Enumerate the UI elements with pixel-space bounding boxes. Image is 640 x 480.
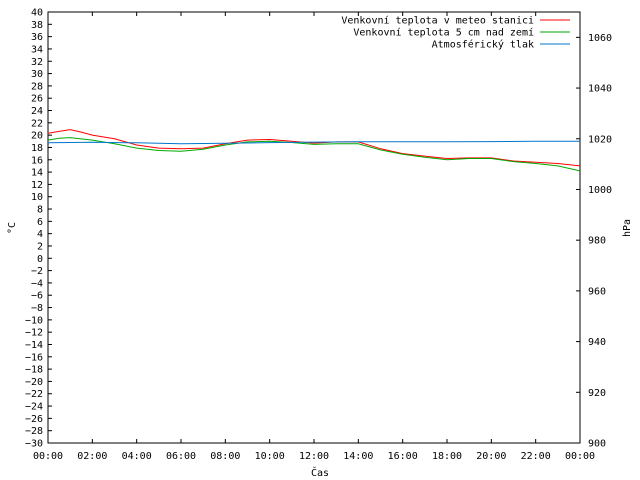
x-tick-label: 18:00 xyxy=(432,451,462,462)
y-tick-label: 6 xyxy=(37,217,43,228)
y-tick-label: 28 xyxy=(31,81,43,92)
y-tick-label: 10 xyxy=(31,192,43,203)
y2-tick-label: 1060 xyxy=(588,33,612,44)
y-tick-label: 16 xyxy=(31,155,43,166)
y-tick-label: 12 xyxy=(31,180,43,191)
y2-tick-label: 1000 xyxy=(588,185,612,196)
x-tick-label: 00:00 xyxy=(33,451,63,462)
y2-tick-label: 900 xyxy=(588,439,606,450)
y-tick-label: −24 xyxy=(25,402,43,413)
y-tick-label: −8 xyxy=(31,303,43,314)
y-tick-label: 36 xyxy=(31,32,43,43)
y-tick-label: 18 xyxy=(31,143,43,154)
y-tick-label: 34 xyxy=(31,44,43,55)
series-group xyxy=(47,129,581,172)
legend-label-2: Atmosférický tlak xyxy=(432,39,534,51)
legend-label-1: Venkovní teplota 5 cm nad zemí xyxy=(353,27,534,39)
y-tick-label: −10 xyxy=(25,315,43,326)
y-tick-label: 2 xyxy=(37,241,43,252)
y2-tick-label: 940 xyxy=(588,337,606,348)
y-tick-label: 30 xyxy=(31,69,43,80)
x-tick-label: 04:00 xyxy=(122,451,152,462)
y-tick-label: 0 xyxy=(37,254,43,265)
y-tick-label: 38 xyxy=(31,20,43,31)
x-tick-label: 10:00 xyxy=(255,451,285,462)
x-tick-label: 08:00 xyxy=(210,451,240,462)
y2-tick-label: 1020 xyxy=(588,134,612,145)
x-tick-label: 00:00 xyxy=(565,451,595,462)
y-axis-title: °C xyxy=(7,222,18,234)
y-tick-label: −22 xyxy=(25,389,43,400)
y2-tick-label: 1040 xyxy=(588,84,612,95)
y-tick-label: −4 xyxy=(31,278,43,289)
y-tick-label: −12 xyxy=(25,328,43,339)
x-tick-label: 20:00 xyxy=(476,451,506,462)
y-tick-label: 32 xyxy=(31,57,43,68)
x-tick-label: 16:00 xyxy=(388,451,418,462)
y2-tick-label: 920 xyxy=(588,388,606,399)
y-tick-label: −16 xyxy=(25,352,43,363)
y-tick-label: 20 xyxy=(31,131,43,142)
x-axis-title: Čas xyxy=(311,466,329,479)
x-tick-label: 12:00 xyxy=(299,451,329,462)
y-tick-label: 24 xyxy=(31,106,43,117)
y2-tick-label: 960 xyxy=(588,286,606,297)
y-tick-label: 4 xyxy=(37,229,43,240)
y-tick-label: 8 xyxy=(37,205,43,216)
y-tick-label: −28 xyxy=(25,426,43,437)
series-line-1 xyxy=(47,137,581,172)
series-line-2 xyxy=(47,140,580,145)
y2-axis-title: hPa xyxy=(622,219,633,237)
y-tick-label: 26 xyxy=(31,94,43,105)
x-tick-label: 22:00 xyxy=(521,451,551,462)
y-tick-label: 40 xyxy=(31,8,43,19)
y-tick-label: −20 xyxy=(25,377,43,388)
y-tick-label: 22 xyxy=(31,118,43,129)
y-tick-label: −2 xyxy=(31,266,43,277)
y-tick-label: 14 xyxy=(31,168,43,179)
y-tick-label: −30 xyxy=(25,439,43,450)
y-tick-label: −14 xyxy=(25,340,43,351)
axes-group: −30−28−26−24−22−20−18−16−14−12−10−8−6−4−… xyxy=(25,8,612,463)
legend-label-0: Venkovní teplota v meteo stanici xyxy=(341,15,534,27)
x-tick-label: 02:00 xyxy=(77,451,107,462)
y-tick-label: −18 xyxy=(25,365,43,376)
y-tick-label: −26 xyxy=(25,414,43,425)
y2-tick-label: 980 xyxy=(588,236,606,247)
x-tick-label: 06:00 xyxy=(166,451,196,462)
series-line-0 xyxy=(47,129,581,167)
x-tick-label: 14:00 xyxy=(343,451,373,462)
legend: Venkovní teplota v meteo staniciVenkovní… xyxy=(341,15,570,51)
y-tick-label: −6 xyxy=(31,291,43,302)
